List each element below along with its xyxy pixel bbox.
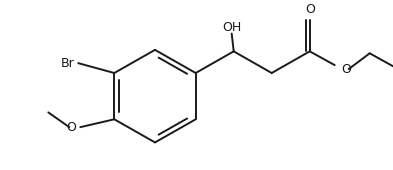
Text: O: O <box>342 63 352 76</box>
Text: Br: Br <box>61 57 74 70</box>
Text: O: O <box>66 121 76 134</box>
Text: OH: OH <box>222 21 241 34</box>
Text: O: O <box>305 3 315 16</box>
